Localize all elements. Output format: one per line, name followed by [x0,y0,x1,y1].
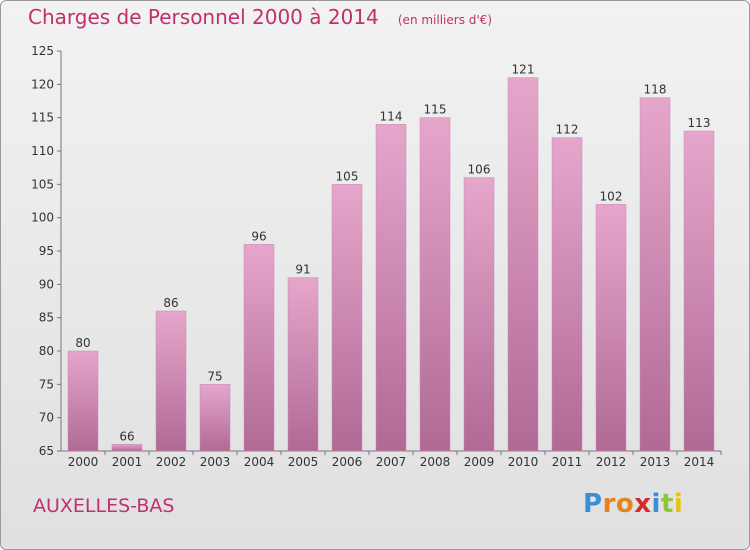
x-tick-label-2008: 2008 [420,455,451,469]
y-tick-label: 125 [31,44,54,58]
x-tick-label-2007: 2007 [376,455,407,469]
bar-2005 [287,277,319,452]
chart-axes: 65 70 75 80 85 90 95 100 105 110 115 120 125 2000 2001… [31,44,722,469]
value-label-2007: 114 [380,109,403,123]
bar-2009 [463,177,495,452]
bar-2002 [155,310,187,452]
x-tick-label-2009: 2009 [464,455,495,469]
logo-letter: x [634,489,652,519]
value-label-2001: 66 [119,429,134,443]
logo-letter: o [615,489,635,519]
logo-letter: i [651,489,661,519]
x-tick-label-2014: 2014 [684,455,715,469]
x-tick-label-2003: 2003 [200,455,231,469]
y-tick-label: 65 [39,444,54,458]
x-tick-label-2000: 2000 [68,455,99,469]
commune-name: AUXELLES-BAS [33,495,175,517]
logo-letter: t [660,489,674,519]
y-tick-label: 105 [31,177,54,191]
x-tick-label-2011: 2011 [552,455,583,469]
bar-2007 [375,124,407,452]
bar-2010 [507,77,539,452]
x-tick-label-2010: 2010 [508,455,539,469]
bar-2011 [551,137,583,452]
value-label-2005: 91 [295,263,310,277]
value-label-2009: 106 [468,163,491,177]
value-label-2002: 86 [163,296,178,310]
y-tick-label: 90 [39,277,54,291]
proxiti-logo: Proxiti [583,489,683,519]
value-label-2004: 96 [251,229,266,243]
value-label-2000: 80 [75,336,90,350]
bar-2012 [595,204,627,452]
value-label-2008: 115 [424,103,447,117]
x-tick-label-2013: 2013 [640,455,671,469]
bar-2006 [331,184,363,452]
value-label-2011: 112 [556,123,579,137]
y-tick-label: 75 [39,377,54,391]
bar-2008 [419,117,451,452]
x-tick-label-2004: 2004 [244,455,275,469]
logo-letter: P [583,489,603,519]
bar-2001 [111,444,143,452]
value-label-2006: 105 [336,169,359,183]
bar-2003 [199,384,231,452]
x-tick-label-2001: 2001 [112,455,143,469]
value-label-2012: 102 [600,189,623,203]
x-tick-label-2006: 2006 [332,455,363,469]
logo-letter: r [602,489,616,519]
chart-bars: 80 66 86 75 96 91 105 114 115 106 121 112 102 118 113 [67,63,715,452]
y-tick-label: 85 [39,311,54,325]
y-tick-label: 100 [31,211,54,225]
y-tick-label: 80 [39,344,54,358]
chart-title-block: Charges de Personnel 2000 à 2014 (en mil… [28,5,492,29]
bar-2004 [243,244,275,452]
y-tick-label: 120 [31,77,54,91]
bar-2000 [67,350,99,452]
x-tick-label-2005: 2005 [288,455,319,469]
chart-title: Charges de Personnel 2000 à 2014 [28,5,379,29]
y-tick-label: 70 [39,411,54,425]
x-tick-label-2012: 2012 [596,455,627,469]
y-tick-label: 110 [31,144,54,158]
logo-letter: i [673,489,684,519]
value-label-2014: 113 [688,116,711,130]
x-tick-label-2002: 2002 [156,455,187,469]
y-tick-label: 95 [39,244,54,258]
bar-2014 [683,130,715,452]
chart-unit: (en milliers d'€) [397,13,492,27]
value-label-2003: 75 [207,369,222,383]
value-label-2010: 121 [512,63,535,77]
value-label-2013: 118 [644,83,667,97]
bar-2013 [639,97,671,452]
y-tick-label: 115 [31,111,54,125]
